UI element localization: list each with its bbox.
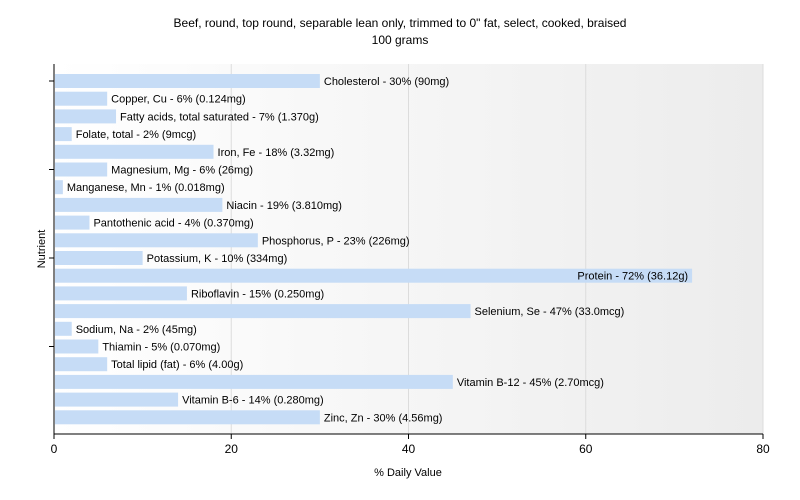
bar	[55, 74, 320, 88]
bar	[55, 304, 471, 319]
bar	[55, 286, 187, 301]
bar	[55, 180, 63, 195]
bar	[55, 109, 117, 124]
x-tick-label: 40	[402, 442, 416, 456]
bar-label: Thiamin - 5% (0.070mg)	[102, 342, 220, 354]
bar	[55, 374, 453, 389]
x-tick-label: 0	[51, 442, 58, 456]
chart-subtitle: 100 grams	[372, 33, 429, 47]
bar-label: Vitamin B-6 - 14% (0.280mg)	[182, 395, 324, 407]
bar-label: Protein - 72% (36.12g)	[577, 271, 688, 283]
y-axis-label: Nutrient	[36, 230, 48, 269]
bar-label: Sodium, Na - 2% (45mg)	[76, 324, 197, 336]
bar	[55, 357, 108, 372]
chart-title: Beef, round, top round, separable lean o…	[174, 16, 627, 30]
bar-label: Fatty acids, total saturated - 7% (1.370…	[120, 111, 319, 123]
axes: 0 20 40 60 80	[49, 64, 770, 456]
bar	[55, 197, 223, 212]
bar-label: Riboflavin - 15% (0.250mg)	[191, 288, 324, 300]
bars: Cholesterol - 30% (90mg) Copper, Cu - 6% …	[55, 74, 693, 425]
bar-label: Total lipid (fat) - 6% (4.00g)	[111, 359, 243, 371]
bar-label: Manganese, Mn - 1% (0.018mg)	[67, 182, 225, 194]
bar-label: Cholesterol - 30% (90mg)	[324, 76, 449, 88]
bar	[55, 91, 108, 106]
bar	[55, 392, 179, 407]
bar-label: Iron, Fe - 18% (3.32mg)	[218, 147, 335, 159]
bar-label: Zinc, Zn - 30% (4.56mg)	[324, 412, 443, 424]
bar	[55, 215, 90, 230]
bar-label: Selenium, Se - 47% (33.0mcg)	[475, 306, 625, 318]
bar	[55, 410, 320, 425]
bar-label: Potassium, K - 10% (334mg)	[147, 253, 288, 265]
x-tick-label: 60	[579, 442, 593, 456]
x-axis-label: % Daily Value	[374, 467, 442, 479]
bar	[55, 268, 693, 283]
x-tick-label: 20	[225, 442, 239, 456]
bar	[55, 162, 108, 177]
bar-label: Vitamin B-12 - 45% (2.70mcg)	[457, 377, 604, 389]
bar-label: Folate, total - 2% (9mcg)	[76, 129, 196, 141]
bar	[55, 321, 72, 336]
bar-label: Phosphorus, P - 23% (226mg)	[262, 235, 410, 247]
bar-label: Pantothenic acid - 4% (0.370mg)	[93, 218, 253, 230]
bar	[55, 233, 258, 248]
bar-label: Niacin - 19% (3.810mg)	[226, 200, 342, 212]
bar-label: Magnesium, Mg - 6% (26mg)	[111, 165, 253, 177]
bar	[55, 339, 99, 354]
gridlines	[230, 64, 764, 434]
bar	[55, 251, 143, 265]
bar-label: Copper, Cu - 6% (0.124mg)	[111, 94, 246, 106]
x-tick-label: 80	[756, 442, 770, 456]
bar	[55, 127, 72, 142]
bar	[55, 144, 214, 159]
